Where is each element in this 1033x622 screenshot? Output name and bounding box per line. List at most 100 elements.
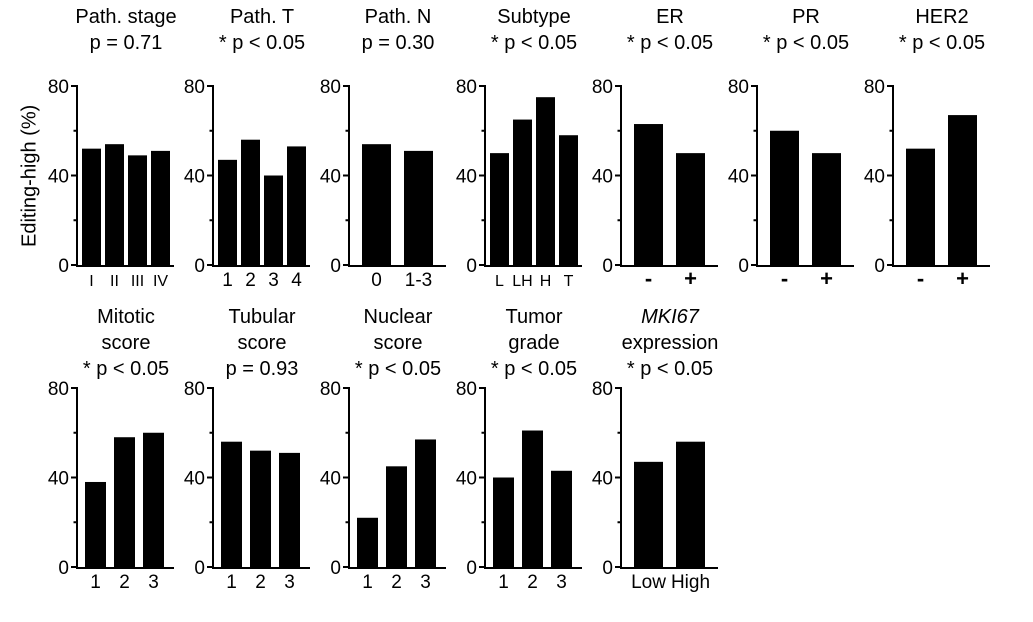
bar-path-stage-ii <box>105 144 124 265</box>
x-category-label: 1 <box>90 572 101 592</box>
x-category-label: LH <box>512 273 532 290</box>
x-category-label: 2 <box>527 572 538 592</box>
bar-chart-svg: 0 40 80 L LH H T <box>456 78 582 290</box>
chart-panel-tubular-score: Tubular score p = 0.93 0 40 80 1 2 3 <box>183 300 315 592</box>
chart-panel-her2: HER2 * p < 0.05 0 40 80 - + <box>863 0 995 290</box>
x-category-label: 1 <box>362 572 373 592</box>
chart-title: Path. N p = 0.30 <box>345 0 451 78</box>
bar-subtype-t <box>559 135 578 265</box>
y-tick-label: 0 <box>194 558 205 579</box>
x-category-label: 3 <box>284 572 295 592</box>
bar-path-t-3 <box>264 175 283 265</box>
chart-pvalue: * p < 0.05 <box>490 358 578 380</box>
bar-mki67-low <box>634 461 663 567</box>
chart-title-line: score <box>373 332 423 354</box>
chart-pvalue: * p < 0.05 <box>354 358 442 380</box>
y-tick-label: 40 <box>48 469 69 490</box>
bar-tubular-2 <box>250 450 271 567</box>
bar-mitotic-2 <box>114 437 135 567</box>
bar-path-stage-i <box>82 148 101 265</box>
y-tick-label: 40 <box>320 167 341 188</box>
x-category-label: Low <box>631 572 666 592</box>
y-tick-label: 0 <box>58 558 69 579</box>
bar-tumor-2 <box>522 430 543 567</box>
y-tick-label: 80 <box>456 78 477 98</box>
x-category-label: 2 <box>255 572 266 592</box>
x-category-label: H <box>540 273 552 290</box>
bar-nuclear-3 <box>415 439 436 567</box>
bar-chart-svg: 0 40 80 1 2 3 <box>456 380 582 592</box>
y-tick-label: 0 <box>738 256 749 277</box>
chart-pvalue: * p < 0.05 <box>82 358 170 380</box>
chart-title: HER2 * p < 0.05 <box>889 0 995 78</box>
x-category-label: T <box>564 273 574 290</box>
bar-her2- <box>948 115 977 266</box>
bar-tubular-1 <box>221 441 242 567</box>
bar-mki67-high <box>676 441 705 567</box>
chart-title-line: Path. stage <box>75 6 177 28</box>
y-tick-label: 0 <box>194 256 205 277</box>
x-category-label: II <box>110 273 119 290</box>
chart-title-line: score <box>101 332 151 354</box>
chart-title: PR * p < 0.05 <box>753 0 859 78</box>
x-category-label: 1 <box>226 572 237 592</box>
chart-panel-tumor-grade: Tumor grade * p < 0.05 0 40 80 1 2 3 <box>455 300 587 592</box>
y-tick-label: 80 <box>48 78 69 98</box>
y-tick-label: 80 <box>48 380 69 400</box>
x-category-label: + <box>820 266 833 290</box>
bar-tumor-3 <box>551 470 572 567</box>
bar-chart-svg: 0 40 80 1 2 3 4 <box>184 78 310 290</box>
y-axis-label: Editing-high (%) <box>18 104 41 248</box>
x-category-label: I <box>89 273 93 290</box>
chart-panel-mki67-expression: MKI67 expression * p < 0.05 0 40 80 Low High <box>591 300 723 592</box>
bar-mitotic-3 <box>143 432 164 567</box>
y-tick-label: 80 <box>864 78 885 98</box>
bar-subtype-h <box>536 97 555 265</box>
chart-pvalue: * p < 0.05 <box>626 358 714 380</box>
y-tick-label: 40 <box>184 469 205 490</box>
chart-title-line: Nuclear <box>363 306 433 328</box>
y-tick-label: 80 <box>456 380 477 400</box>
x-category-label: 1 <box>222 270 233 290</box>
chart-pvalue: p = 0.30 <box>361 32 435 54</box>
bar-mitotic-1 <box>85 481 106 567</box>
y-tick-label: 40 <box>456 469 477 490</box>
x-category-label: 3 <box>420 572 431 592</box>
x-category-label: 2 <box>245 270 256 290</box>
chart-title-line: ER <box>656 6 684 28</box>
chart-pvalue: * p < 0.05 <box>218 32 306 54</box>
chart-title-line: PR <box>792 6 820 28</box>
bar-path-n-1-3 <box>404 150 433 265</box>
y-tick-label: 40 <box>48 167 69 188</box>
bar-nuclear-1 <box>357 517 378 567</box>
y-tick-label: 0 <box>330 256 341 277</box>
chart-panel-mitotic-score: Mitotic score * p < 0.05 0 40 80 1 2 3 <box>47 300 179 592</box>
bar-path-stage-iii <box>128 155 147 265</box>
x-category-label: - <box>917 266 924 290</box>
chart-title-line: Tubular <box>228 306 296 328</box>
y-tick-label: 40 <box>184 167 205 188</box>
chart-pvalue: p = 0.71 <box>89 32 163 54</box>
y-tick-label: 80 <box>320 380 341 400</box>
bar-subtype-lh <box>513 119 532 265</box>
bar-er- <box>634 124 663 265</box>
chart-title: Tumor grade * p < 0.05 <box>481 300 587 380</box>
chart-panel-path-stage: Path. stage p = 0.71 0 40 80 I II III IV <box>47 0 179 290</box>
y-tick-label: 80 <box>184 78 205 98</box>
x-category-label: IV <box>153 273 168 290</box>
x-category-label: 4 <box>291 270 302 290</box>
bar-path-stage-iv <box>151 150 170 265</box>
y-tick-label: 0 <box>602 256 613 277</box>
x-category-label: + <box>684 266 697 290</box>
y-tick-label: 40 <box>592 167 613 188</box>
chart-pvalue: * p < 0.05 <box>626 32 714 54</box>
chart-title: Path. stage p = 0.71 <box>73 0 179 78</box>
chart-panel-pr: PR * p < 0.05 0 40 80 - + <box>727 0 859 290</box>
chart-title-line: MKI67 <box>641 306 699 328</box>
y-tick-label: 0 <box>874 256 885 277</box>
bar-nuclear-2 <box>386 466 407 567</box>
y-tick-label: 40 <box>864 167 885 188</box>
chart-title-line: Mitotic <box>97 306 155 328</box>
